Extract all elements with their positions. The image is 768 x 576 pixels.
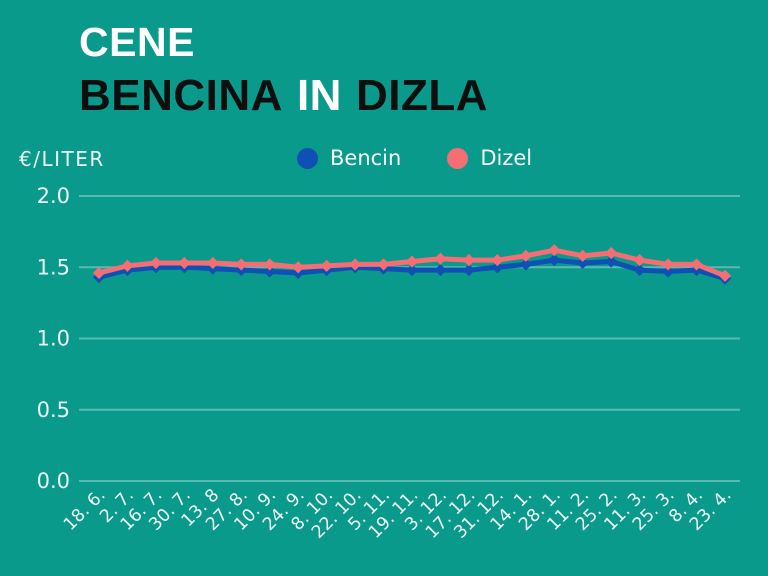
y-tick-label: 1.5 [37,255,70,279]
bencin-data-point-17 [576,256,589,270]
y-axis-labels: 0.0 0.5 1.0 1.5 2.0 [37,184,70,493]
dizel-data-point-9 [349,258,362,271]
dizel-data-point-12 [434,252,447,265]
title-word-in: IN [296,70,342,120]
dizel-data-point-6 [263,258,276,271]
title-word-bencina: BENCINA [79,70,283,120]
dizel-series-dot-icon [447,147,469,169]
bencin-series-dot-icon [297,147,318,169]
legend-label-bencin: Bencin [330,146,402,170]
dizel-data-point-5 [235,258,248,271]
bencin-data-point-11 [405,264,419,277]
chart-legend: Bencin Dizel [297,146,532,170]
x-axis-labels: 18. 6.2. 7.16. 7.30. 7.13. 827. 8.10. 9.… [60,485,736,542]
legend-label-dizel: Dizel [480,146,533,170]
gridlines [79,195,740,482]
dizel-data-point-3 [178,256,191,270]
dizel-data-point-11 [405,255,419,268]
legend-item-dizel: Dizel [447,146,532,170]
y-tick-label: 2.0 [37,184,70,208]
dizel-data-point-15 [519,249,532,262]
dizel-data-point-7 [292,261,305,274]
dizel-data-point-4 [206,256,219,270]
dizel-data-point-1 [121,259,134,272]
bencin-data-point-14 [491,261,504,274]
legend-item-bencin: Bencin [297,146,401,170]
chart-title: CENE BENCINA IN DIZLA [79,19,488,120]
y-axis-unit-label: €/LITER [19,147,105,171]
dizel-data-point-13 [462,254,475,267]
dizel-data-point-16 [548,244,561,257]
dizel-data-point-8 [320,259,333,272]
dizel-data-point-2 [149,256,162,270]
bencin-data-point-6 [263,265,276,278]
dizel-data-point-17 [576,249,589,262]
y-tick-label: 1.0 [37,327,70,351]
bencin-data-point-13 [462,264,475,277]
bencin-data-point-12 [434,264,447,277]
dizel-series [92,244,732,282]
title-word-dizla: DIZLA [355,70,488,120]
dizel-data-point-10 [377,258,390,271]
dizel-data-point-18 [605,246,618,260]
y-tick-label: 0.5 [37,398,70,422]
title-line1: CENE [79,19,195,65]
title-line2: BENCINA IN DIZLA [79,71,488,120]
y-tick-label: 0.0 [37,469,70,493]
dizel-data-point-20 [662,258,675,271]
dizel-data-point-19 [633,254,646,267]
